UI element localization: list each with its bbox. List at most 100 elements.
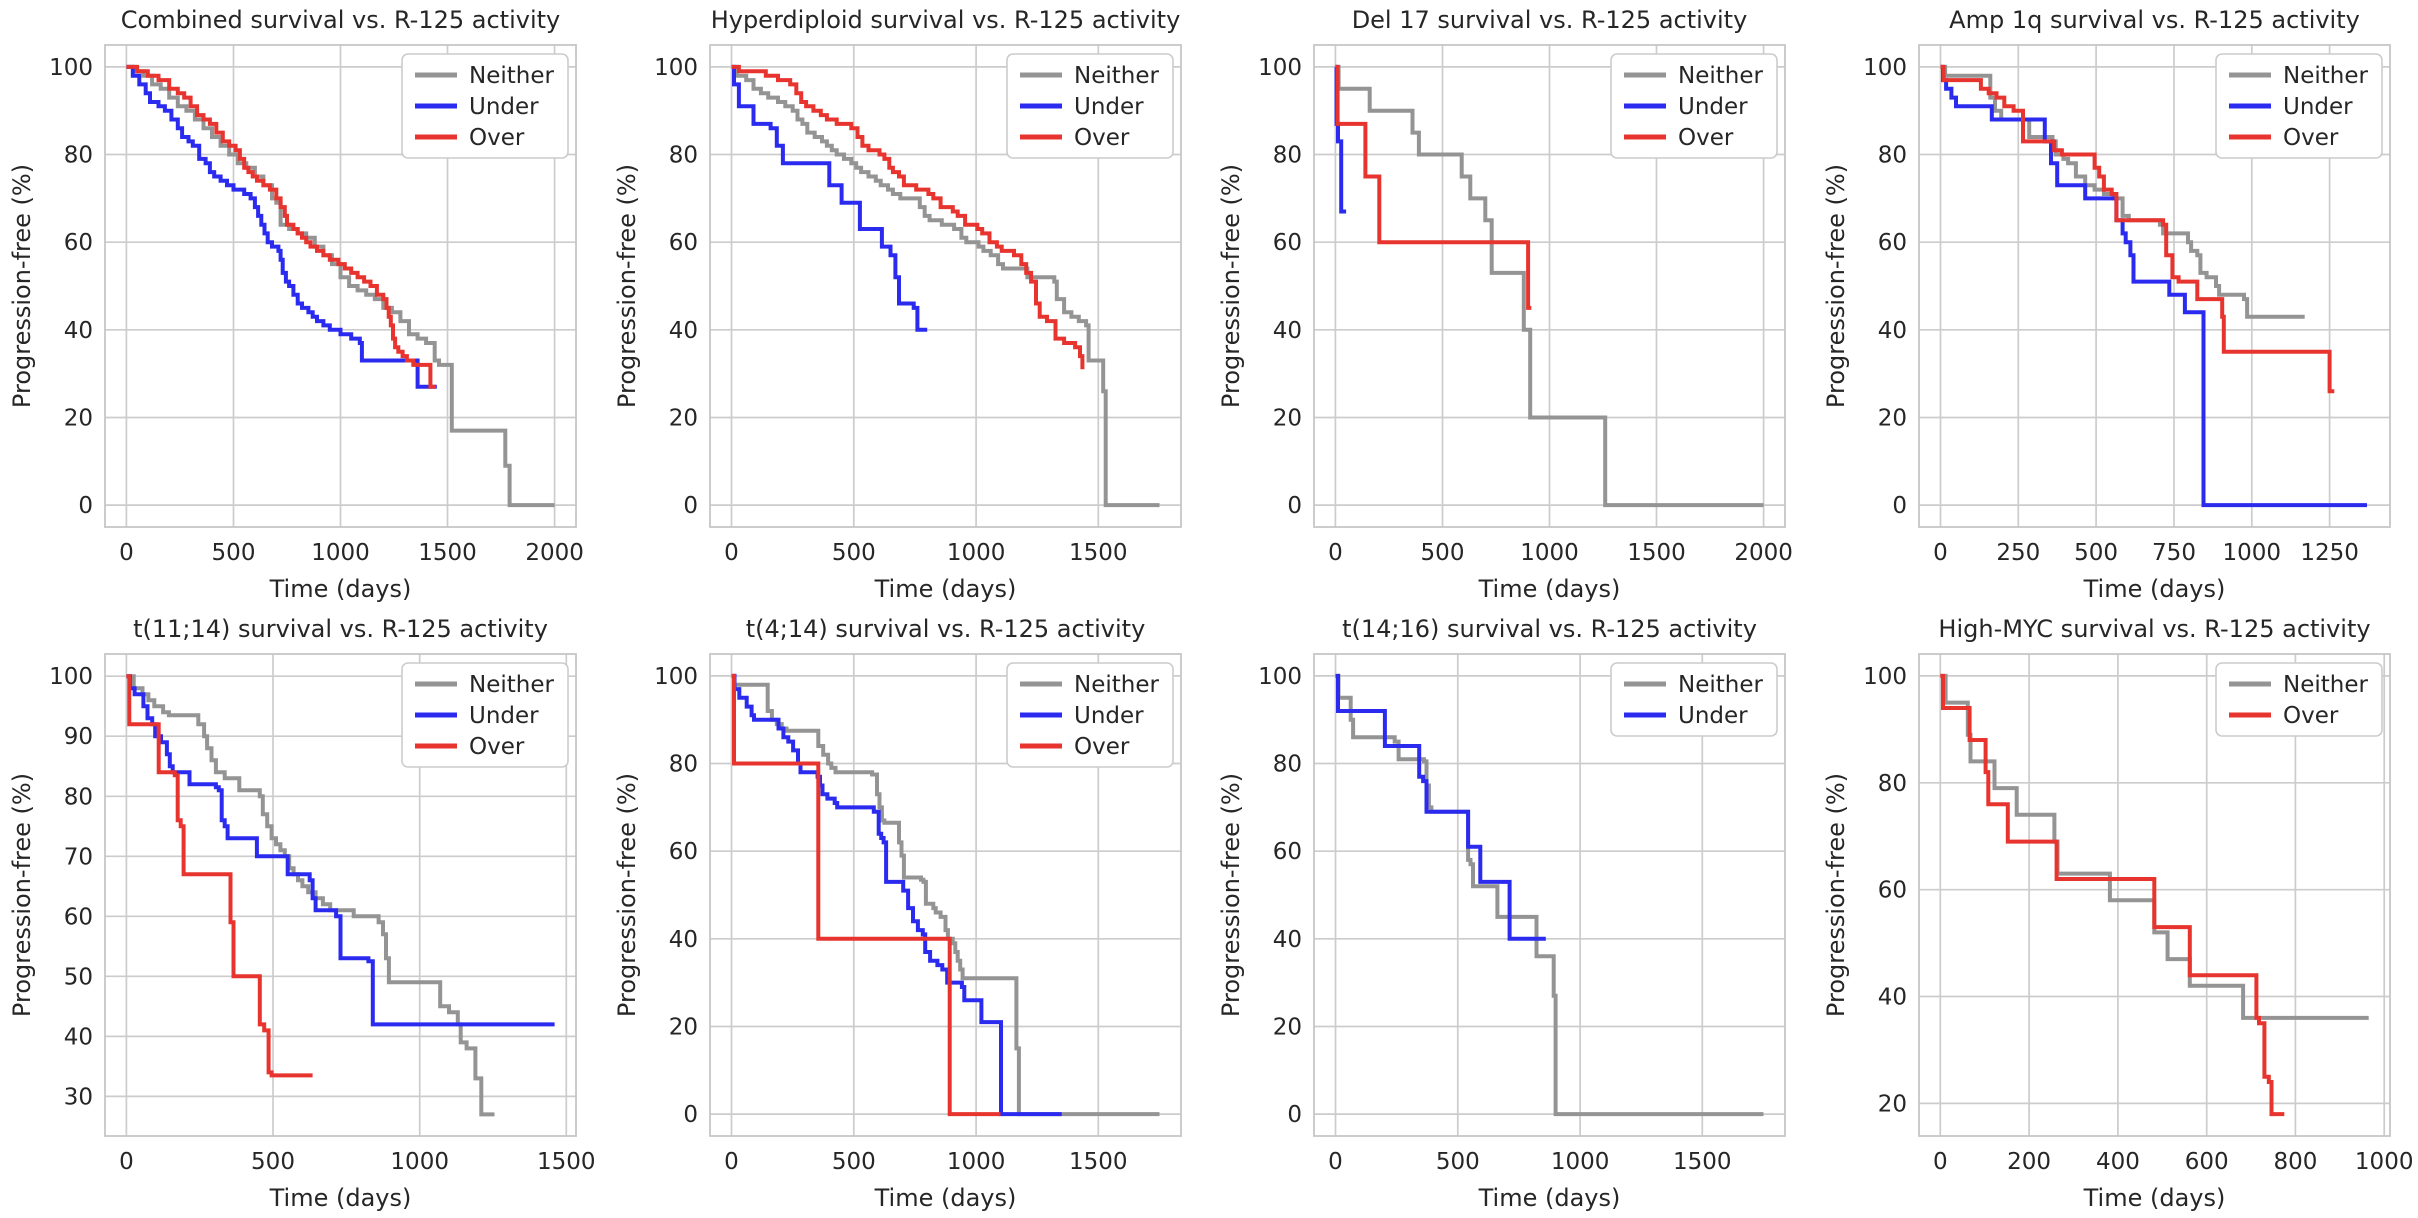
x-tick-label: 2000 bbox=[1734, 540, 1793, 566]
y-tick-label: 80 bbox=[64, 143, 93, 169]
y-tick-label: 40 bbox=[668, 927, 697, 953]
x-tick-label: 0 bbox=[1328, 1149, 1343, 1175]
legend bbox=[1005, 662, 1174, 768]
legend bbox=[1610, 662, 1778, 737]
y-tick-label: 20 bbox=[1877, 1091, 1906, 1117]
chart-title: t(14;16) survival vs. R-125 activity bbox=[1342, 615, 1757, 643]
legend-label-neither: Neither bbox=[1678, 63, 1763, 89]
legend-label-over: Over bbox=[1074, 734, 1130, 760]
y-axis-label: Progression-free (%) bbox=[1217, 773, 1245, 1017]
y-tick-label: 100 bbox=[1863, 664, 1907, 690]
y-tick-label: 70 bbox=[64, 844, 93, 870]
y-tick-label: 40 bbox=[64, 1024, 93, 1050]
y-tick-label: 40 bbox=[64, 318, 93, 344]
survival-chart-svg: 0 500 1000 1500 0 20 40 60 80 100 Time (days) Progr… bbox=[613, 6, 1182, 603]
legend-label-over: Over bbox=[2283, 125, 2339, 151]
series-line-over bbox=[1335, 64, 1532, 310]
chart-title: High-MYC survival vs. R-125 activity bbox=[1938, 615, 2370, 643]
series-line-under bbox=[731, 673, 1062, 1117]
legend-label-over: Over bbox=[1678, 125, 1734, 151]
legend-label-over: Over bbox=[469, 125, 525, 151]
x-tick-label: 0 bbox=[119, 540, 134, 566]
series-line-over bbox=[1939, 673, 2284, 1117]
series-line-under bbox=[1335, 673, 1546, 941]
y-axis-label: Progression-free (%) bbox=[8, 773, 36, 1017]
survival-chart-svg: 0 250 500 750 1000 1250 0 20 40 60 80 100 Time (days… bbox=[1822, 6, 2391, 603]
x-tick-label: 500 bbox=[212, 540, 256, 566]
x-axis-label: Time (days) bbox=[873, 1184, 1016, 1212]
y-axis-label: Progression-free (%) bbox=[8, 164, 36, 408]
plot-border bbox=[104, 653, 577, 1137]
legend bbox=[2214, 662, 2383, 737]
x-tick-label: 250 bbox=[1996, 540, 2040, 566]
survival-chart-svg: 0 500 1000 1500 2000 0 20 40 60 80 100 Time (days) P… bbox=[1217, 6, 1793, 603]
legend bbox=[2214, 53, 2383, 159]
legend bbox=[1610, 53, 1778, 159]
legend-label-under: Under bbox=[1678, 703, 1748, 729]
x-tick-label: 750 bbox=[2152, 540, 2196, 566]
series-line-under bbox=[731, 64, 927, 332]
y-tick-label: 0 bbox=[683, 493, 698, 519]
plot-border bbox=[1917, 653, 2391, 1137]
y-tick-label: 80 bbox=[64, 784, 93, 810]
chart-panel-hyperdiploid: 0 500 1000 1500 0 20 40 60 80 100 Time (days) Progr… bbox=[605, 0, 1209, 609]
y-tick-label: 20 bbox=[1273, 1015, 1302, 1041]
y-tick-label: 90 bbox=[64, 724, 93, 750]
x-tick-label: 1000 bbox=[2222, 540, 2281, 566]
x-tick-label: 1000 bbox=[311, 540, 370, 566]
series-line-over bbox=[126, 674, 313, 1078]
y-tick-label: 60 bbox=[1877, 878, 1906, 904]
y-tick-label: 40 bbox=[1877, 318, 1906, 344]
x-tick-label: 0 bbox=[1328, 540, 1343, 566]
y-tick-label: 60 bbox=[1273, 839, 1302, 865]
y-tick-label: 100 bbox=[654, 55, 698, 81]
y-tick-label: 60 bbox=[1877, 230, 1906, 256]
chart-title: Amp 1q survival vs. R-125 activity bbox=[1949, 6, 2360, 34]
legend-label-under: Under bbox=[1074, 703, 1144, 729]
legend-label-neither: Neither bbox=[1678, 672, 1763, 698]
x-tick-label: 0 bbox=[119, 1149, 134, 1175]
x-tick-label: 400 bbox=[2095, 1149, 2139, 1175]
x-axis-label: Time (days) bbox=[2082, 575, 2225, 603]
y-axis-label: Progression-free (%) bbox=[1822, 773, 1850, 1017]
y-tick-label: 80 bbox=[1877, 143, 1906, 169]
y-tick-label: 60 bbox=[64, 904, 93, 930]
plot-border bbox=[708, 44, 1182, 528]
x-axis-label: Time (days) bbox=[2082, 1184, 2225, 1212]
y-tick-label: 80 bbox=[668, 143, 697, 169]
x-tick-label: 500 bbox=[1421, 540, 1465, 566]
series-line-over bbox=[731, 64, 1084, 370]
series-line-under bbox=[126, 64, 437, 389]
y-tick-label: 40 bbox=[1273, 927, 1302, 953]
x-tick-label: 600 bbox=[2184, 1149, 2228, 1175]
y-tick-label: 30 bbox=[64, 1084, 93, 1110]
y-tick-label: 60 bbox=[1273, 230, 1302, 256]
legend-label-neither: Neither bbox=[2283, 63, 2368, 89]
x-tick-label: 200 bbox=[2007, 1149, 2051, 1175]
legend-label-neither: Neither bbox=[469, 63, 554, 89]
series-line-neither bbox=[731, 64, 1159, 508]
x-axis-label: Time (days) bbox=[1478, 575, 1621, 603]
y-tick-label: 40 bbox=[668, 318, 697, 344]
chart-title: t(11;14) survival vs. R-125 activity bbox=[133, 615, 548, 643]
chart-panel-del17: 0 500 1000 1500 2000 0 20 40 60 80 100 Time (days) P… bbox=[1209, 0, 1813, 609]
chart-panel-combined: 0 500 1000 1500 2000 0 20 40 60 80 100 Time (days) P… bbox=[0, 0, 604, 609]
series-line-neither bbox=[1335, 64, 1764, 508]
chart-panel-high-myc: 0 200 400 600 800 1000 20 40 60 80 100 Time (days) P… bbox=[1814, 609, 2418, 1218]
x-axis-label: Time (days) bbox=[873, 575, 1016, 603]
plot-border bbox=[1917, 44, 2391, 528]
x-tick-label: 500 bbox=[831, 1149, 875, 1175]
y-tick-label: 60 bbox=[668, 230, 697, 256]
x-tick-label: 0 bbox=[724, 540, 739, 566]
y-tick-label: 20 bbox=[64, 406, 93, 432]
legend-label-neither: Neither bbox=[2283, 672, 2368, 698]
survival-chart-svg: 0 200 400 600 800 1000 20 40 60 80 100 Time (days) P… bbox=[1822, 615, 2413, 1212]
y-axis-label: Progression-free (%) bbox=[613, 164, 641, 408]
y-tick-label: 100 bbox=[49, 664, 93, 690]
x-tick-label: 1500 bbox=[1069, 1149, 1128, 1175]
y-tick-label: 0 bbox=[683, 1102, 698, 1128]
y-tick-label: 20 bbox=[1273, 406, 1302, 432]
y-axis-label: Progression-free (%) bbox=[1217, 164, 1245, 408]
series-line-neither bbox=[1335, 673, 1764, 1117]
